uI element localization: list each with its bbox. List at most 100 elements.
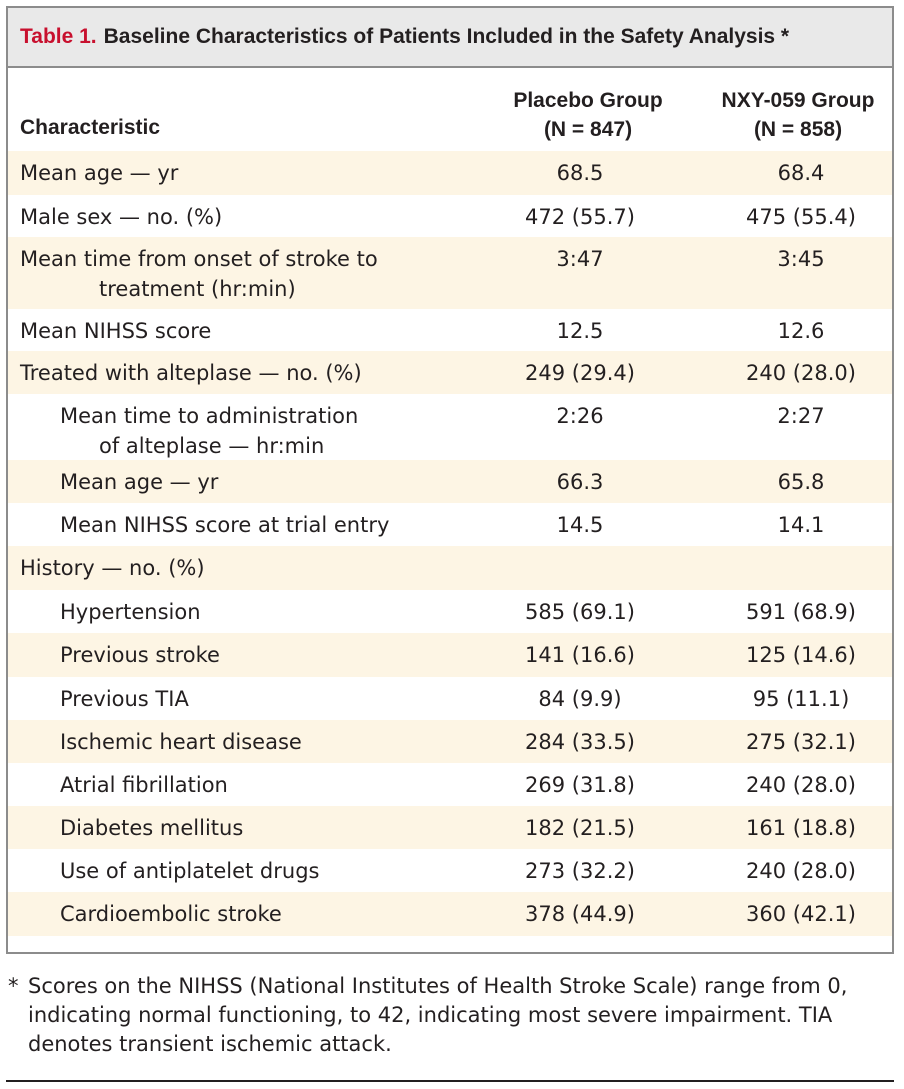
- nxy-value: 3:45: [777, 247, 825, 271]
- nxy-value: 65.8: [777, 470, 825, 494]
- row-label-line: Mean NIHSS score: [20, 319, 212, 343]
- row-label: Mean NIHSS score: [20, 316, 211, 346]
- table-number: Table 1.: [20, 25, 97, 48]
- placebo-value: 66.3: [556, 470, 604, 494]
- header-nxy-name: NXY-059 Group: [721, 89, 875, 112]
- table-title: Table 1. Baseline Characteristics of Pat…: [8, 8, 892, 68]
- row-label: Previous TIA: [60, 684, 189, 714]
- nxy-value: 240 (28.0): [746, 859, 856, 883]
- row-label: Cardioembolic stroke: [60, 899, 282, 929]
- nxy-value: 240 (28.0): [746, 361, 856, 385]
- row-label: Mean NIHSS score at trial entry: [60, 510, 389, 540]
- row-label: Treated with alteplase — no. (%): [20, 358, 362, 388]
- nxy-value: 2:27: [777, 404, 825, 428]
- table-row: Atrial fibrillation 269 (31.8) 240 (28.0): [8, 763, 892, 806]
- row-label: Hypertension: [60, 597, 201, 627]
- row-label-line: Previous TIA: [60, 687, 189, 711]
- nxy-value: 95 (11.1): [752, 687, 850, 711]
- header-placebo: Placebo Group (N = 847): [488, 86, 688, 144]
- row-label-line: Mean time from onset of stroke to: [20, 247, 378, 271]
- placebo-value: 472 (55.7): [525, 205, 635, 229]
- row-label: Previous stroke: [60, 640, 220, 670]
- table-row: Mean age — yr 66.3 65.8: [8, 460, 892, 503]
- row-label-line: Mean NIHSS score at trial entry: [60, 513, 390, 537]
- row-label-line: Cardioembolic stroke: [60, 902, 282, 926]
- placebo-value: 12.5: [556, 319, 604, 343]
- nxy-value: 125 (14.6): [746, 643, 856, 667]
- table-row: Mean NIHSS score at trial entry 14.5 14.1: [8, 503, 892, 546]
- table-body: Mean age — yr 68.5 68.4 Male sex — no. (%) 4…: [8, 151, 892, 936]
- placebo-value: 273 (32.2): [525, 859, 635, 883]
- row-label: Male sex — no. (%): [20, 202, 222, 232]
- table-row: Treated with alteplase — no. (%) 249 (29.…: [8, 351, 892, 394]
- row-label-line: Ischemic heart disease: [60, 730, 302, 754]
- row-label: Ischemic heart disease: [60, 727, 302, 757]
- table-header: Characteristic Placebo Group (N = 847) N…: [8, 68, 892, 151]
- row-label-line: Mean age — yr: [20, 161, 179, 185]
- header-characteristic: Characteristic: [20, 116, 161, 139]
- nxy-value: 68.4: [777, 161, 825, 185]
- placebo-value: 3:47: [556, 247, 604, 271]
- table-row: Use of antiplatelet drugs 273 (32.2) 240 (…: [8, 849, 892, 892]
- row-label: Use of antiplatelet drugs: [60, 856, 319, 886]
- table-row: Previous stroke 141 (16.6) 125 (14.6): [8, 633, 892, 677]
- header-nxy: NXY-059 Group (N = 858): [703, 86, 893, 144]
- row-label-continuation: treatment (hr:min): [99, 277, 296, 301]
- row-label-line: Use of antiplatelet drugs: [60, 859, 320, 883]
- placebo-value: 585 (69.1): [525, 600, 635, 624]
- nxy-value: 275 (32.1): [746, 730, 856, 754]
- nxy-value: 475 (55.4): [746, 205, 856, 229]
- header-nxy-n: (N = 858): [753, 118, 843, 141]
- row-label-line: Treated with alteplase — no. (%): [20, 361, 362, 385]
- bottom-rule: [6, 1080, 894, 1082]
- row-label-line: Previous stroke: [60, 643, 220, 667]
- row-label-line: Hypertension: [60, 600, 201, 624]
- nxy-value: 591 (68.9): [746, 600, 856, 624]
- placebo-value: 249 (29.4): [525, 361, 635, 385]
- table-row: Cardioembolic stroke 378 (44.9) 360 (42.1): [8, 892, 892, 936]
- row-label-line: Mean age — yr: [60, 470, 219, 494]
- placebo-value: 14.5: [556, 513, 604, 537]
- placebo-value: 2:26: [556, 404, 604, 428]
- row-label-line: Atrial fibrillation: [60, 773, 228, 797]
- table-caption: Baseline Characteristics of Patients Inc…: [103, 25, 790, 48]
- table-row: Mean time to administration of alteplase …: [8, 394, 892, 460]
- table-row: Previous TIA 84 (9.9) 95 (11.1): [8, 677, 892, 720]
- row-label-line: Diabetes mellitus: [60, 816, 244, 840]
- row-label: Mean age — yr: [20, 158, 178, 188]
- placebo-value: 284 (33.5): [525, 730, 635, 754]
- table-row: History — no. (%): [8, 546, 892, 590]
- row-label-line: History — no. (%): [20, 556, 205, 580]
- placebo-value: 269 (31.8): [525, 773, 635, 797]
- table-row: Ischemic heart disease 284 (33.5) 275 (32.…: [8, 720, 892, 763]
- row-label-continuation: of alteplase — hr:min: [99, 434, 325, 458]
- nxy-value: 12.6: [777, 319, 825, 343]
- row-label: Mean time from onset of stroke to treatme…: [20, 244, 378, 304]
- table-row: Mean age — yr 68.5 68.4: [8, 151, 892, 195]
- placebo-value: 68.5: [556, 161, 604, 185]
- table-row: Diabetes mellitus 182 (21.5) 161 (18.8): [8, 806, 892, 849]
- table-frame: Table 1. Baseline Characteristics of Pat…: [6, 6, 894, 954]
- table-row: Male sex — no. (%) 472 (55.7) 475 (55.4): [8, 195, 892, 237]
- row-label: Atrial fibrillation: [60, 770, 228, 800]
- placebo-value: 378 (44.9): [525, 902, 635, 926]
- placebo-value: 141 (16.6): [525, 643, 635, 667]
- placebo-value: 84 (9.9): [538, 687, 622, 711]
- table-row: Mean time from onset of stroke to treatme…: [8, 237, 892, 309]
- header-placebo-name: Placebo Group: [513, 89, 663, 112]
- table-row: Hypertension 585 (69.1) 591 (68.9): [8, 590, 892, 633]
- table-row: Mean NIHSS score 12.5 12.6: [8, 309, 892, 351]
- header-placebo-n: (N = 847): [543, 118, 633, 141]
- nxy-value: 240 (28.0): [746, 773, 856, 797]
- row-label: Mean time to administration of alteplase …: [60, 401, 358, 461]
- nxy-value: 14.1: [777, 513, 825, 537]
- nxy-value: 161 (18.8): [746, 816, 856, 840]
- row-label: History — no. (%): [20, 553, 205, 583]
- nxy-value: 360 (42.1): [746, 902, 856, 926]
- placebo-value: 182 (21.5): [525, 816, 635, 840]
- footnote-marker: *: [8, 974, 19, 998]
- row-label-line: Mean time to administration: [60, 404, 359, 428]
- footnote-text: Scores on the NIHSS (National Institutes…: [28, 974, 848, 1056]
- row-label: Mean age — yr: [60, 467, 218, 497]
- row-label-line: Male sex — no. (%): [20, 205, 223, 229]
